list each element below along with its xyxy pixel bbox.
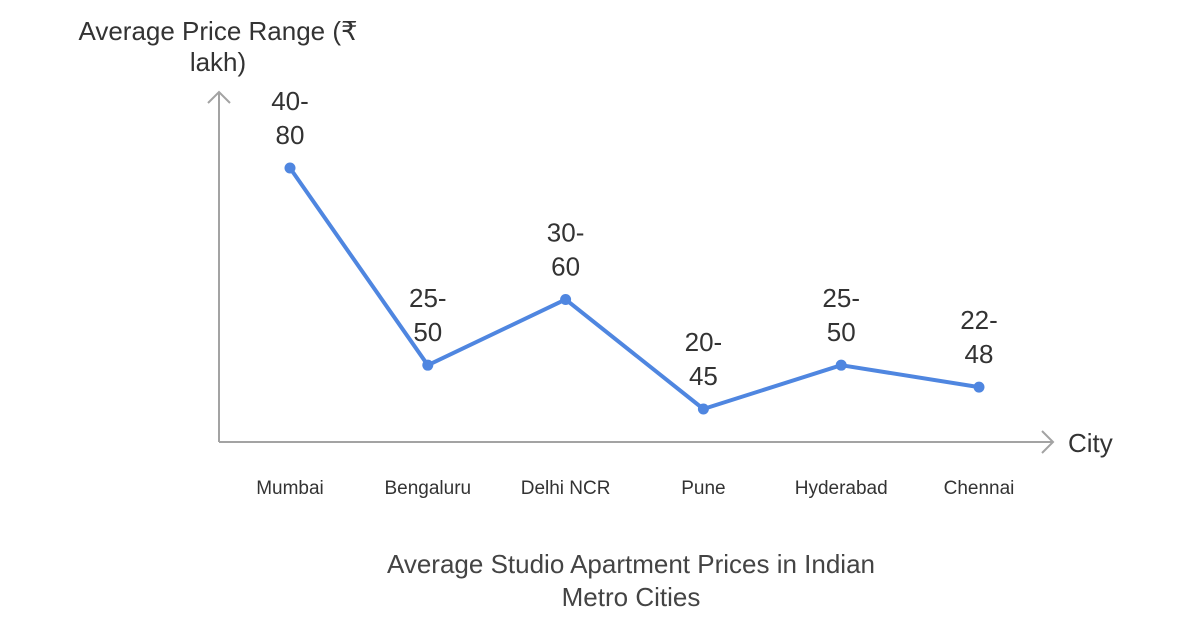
y-axis-label: Average Price Range (₹ lakh)	[78, 16, 357, 77]
data-point	[697, 403, 709, 415]
data-point	[284, 162, 296, 174]
series-group: 40-80 25-50 30-60 20-45 25-50 22-48	[271, 86, 998, 415]
x-tick-label: Delhi NCR	[521, 478, 611, 499]
data-label: 30-60	[547, 217, 585, 281]
data-label: 25-50	[409, 283, 447, 347]
data-point	[422, 359, 434, 371]
x-tick-label: Mumbai	[256, 478, 324, 499]
x-tick-labels: Mumbai Bengaluru Delhi NCR Pune Hyderabad Che…	[256, 478, 1014, 499]
data-point	[835, 359, 847, 371]
data-label: 20-45	[685, 327, 723, 391]
x-axis-label: City	[1068, 428, 1113, 458]
y-axis	[207, 90, 231, 442]
series-line	[288, 166, 981, 411]
data-point	[973, 381, 985, 393]
x-axis	[219, 430, 1055, 454]
data-label: 40-80	[271, 86, 309, 150]
x-tick-label: Hyderabad	[795, 478, 888, 499]
x-tick-label: Bengaluru	[384, 478, 471, 499]
chart-title: Average Studio Apartment Prices in India…	[387, 549, 875, 612]
data-point	[560, 293, 572, 305]
x-tick-label: Chennai	[944, 478, 1015, 499]
data-label: 22-48	[960, 305, 998, 369]
x-tick-label: Pune	[681, 478, 725, 499]
data-label: 25-50	[822, 283, 860, 347]
